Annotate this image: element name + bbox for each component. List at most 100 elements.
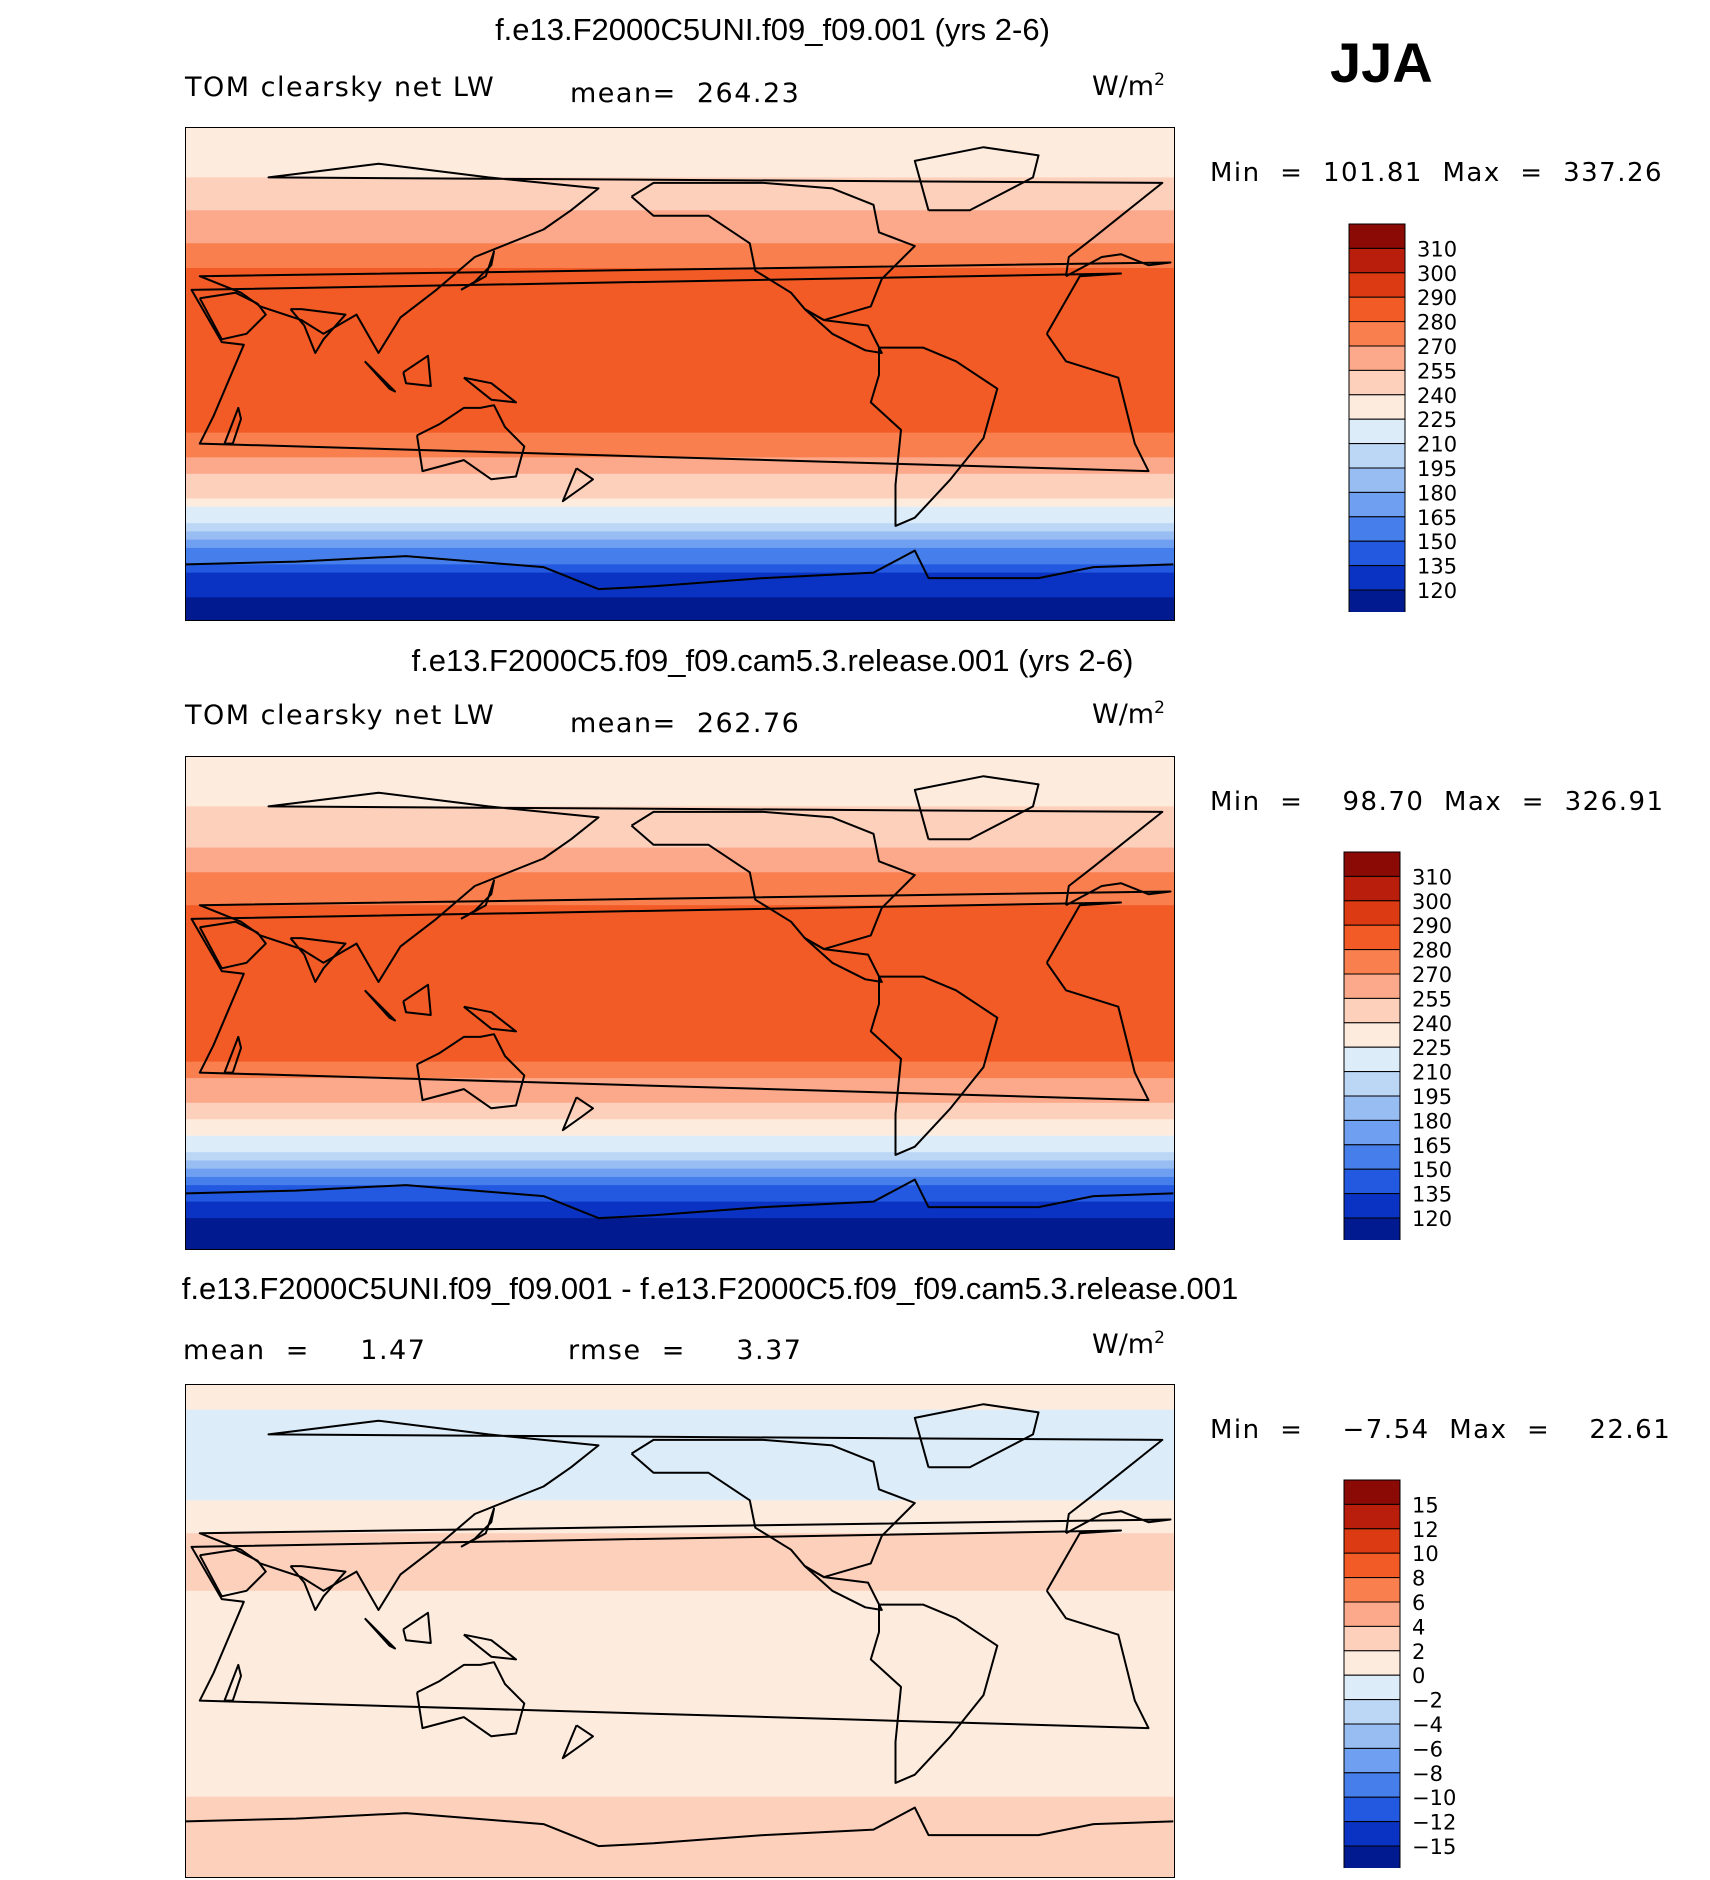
colorbar-tick-label: 255 (1417, 359, 1457, 383)
zonal-band (186, 1780, 1174, 1790)
panel-1-variable-label: TOM clearsky net LW (185, 72, 496, 103)
zonal-band (186, 1036, 1174, 1046)
coastline (364, 989, 396, 1022)
zonal-band (186, 1053, 1174, 1063)
colorbar-swatch (1348, 589, 1406, 612)
zonal-band (186, 136, 1174, 146)
coastline (913, 775, 1040, 841)
colorbar-swatch (1348, 516, 1406, 542)
colorbar-tick-label: −4 (1412, 1713, 1443, 1737)
zonal-band (186, 1788, 1174, 1798)
colorbar-tick-label: 195 (1417, 457, 1457, 481)
coastline (630, 810, 916, 951)
zonal-band (186, 1541, 1174, 1551)
zonal-band (186, 995, 1174, 1005)
colorbar-swatch (1343, 1071, 1401, 1097)
colorbar-tick-label: 180 (1417, 481, 1457, 505)
zonal-band (186, 1152, 1174, 1162)
coastline (561, 1724, 594, 1760)
colorbar-swatch (1343, 1747, 1401, 1774)
coastline (364, 1617, 396, 1650)
zonal-band (186, 342, 1174, 351)
zonal-band (186, 226, 1174, 236)
zonal-band (186, 1829, 1174, 1839)
zonal-band (186, 1681, 1174, 1691)
zonal-band (186, 1143, 1174, 1153)
zonal-band (186, 773, 1174, 783)
panel-1-units: W/m2 (1092, 70, 1165, 102)
zonal-band (186, 350, 1174, 360)
zonal-band (186, 1516, 1174, 1526)
colorbar-tick-label: 255 (1412, 987, 1452, 1011)
panel-3-mean: mean = 1.47 (183, 1335, 427, 1366)
colorbar-tick-label: 150 (1417, 530, 1457, 554)
coastline (186, 1178, 1174, 1220)
colorbar-tick-label: 12 (1412, 1518, 1439, 1542)
colorbar-tick-label: 280 (1412, 939, 1452, 963)
zonal-band (186, 300, 1174, 310)
zonal-band (186, 1714, 1174, 1724)
colorbar-tick-label: 165 (1412, 1134, 1452, 1158)
coastline (198, 1548, 267, 1598)
zonal-band (186, 1483, 1174, 1493)
colorbar-swatch (1348, 345, 1406, 371)
coastline (913, 146, 1040, 212)
zonal-band (186, 1524, 1174, 1534)
zonal-band (186, 1607, 1174, 1617)
colorbar-swatch (1343, 1479, 1401, 1505)
colorbar-swatch (1343, 1845, 1401, 1868)
colorbar-swatch (1343, 973, 1401, 999)
map-field (186, 128, 1174, 620)
zonal-band (186, 1632, 1174, 1641)
colorbar-tick-label: 10 (1412, 1542, 1439, 1566)
colorbar-tick-label: 6 (1412, 1591, 1425, 1615)
zonal-band (186, 1689, 1174, 1699)
colorbar-swatch (1348, 394, 1406, 420)
zonal-band (186, 1393, 1174, 1403)
panel-2-title: f.e13.F2000C5.f09_f09.cam5.3.release.001… (411, 643, 1134, 678)
zonal-band (186, 152, 1174, 162)
zonal-band (186, 1854, 1174, 1864)
zonal-band (186, 946, 1174, 956)
colorbar-tick-label: 280 (1417, 311, 1457, 335)
zonal-band (186, 1078, 1174, 1087)
colorbar-swatch (1348, 223, 1406, 249)
coastline (416, 1033, 526, 1110)
colorbar-swatch (1343, 1193, 1401, 1219)
zonal-band (186, 987, 1174, 997)
colorbar-tick-label: 210 (1417, 433, 1457, 457)
zonal-band (186, 971, 1174, 980)
coastline (416, 1661, 526, 1738)
colorbar-swatch (1343, 1528, 1401, 1554)
colorbar-swatch (1343, 1796, 1401, 1823)
colorbar-swatch (1343, 1650, 1401, 1676)
zonal-band (186, 128, 1174, 137)
coastline (186, 549, 1174, 591)
zonal-band (186, 514, 1174, 524)
zonal-band (186, 144, 1174, 154)
zonal-band (186, 1160, 1174, 1170)
zonal-band (186, 847, 1174, 857)
colorbar-tick-label: 195 (1412, 1085, 1452, 1109)
panel-2-variable-label: TOM clearsky net LW (185, 700, 496, 731)
zonal-band (186, 235, 1174, 244)
zonal-band (186, 1168, 1174, 1178)
coastline (198, 162, 1172, 354)
zonal-band (186, 831, 1174, 840)
coastline (223, 406, 242, 445)
zonal-band (186, 1566, 1174, 1575)
coastline (869, 975, 999, 1156)
coastline (223, 1035, 242, 1074)
coastline (463, 376, 517, 404)
panel-1-minmax: Min = 101.81 Max = 337.26 (1210, 158, 1664, 188)
zonal-band (186, 457, 1174, 467)
colorbar-tick-label: 225 (1417, 408, 1457, 432)
zonal-band (186, 160, 1174, 170)
colorbar-swatch (1348, 467, 1406, 493)
coastline (364, 360, 396, 393)
coastline (186, 1806, 1174, 1848)
zonal-band (186, 1459, 1174, 1468)
zonal-band (186, 1193, 1174, 1203)
colorbar-swatch (1348, 247, 1406, 274)
